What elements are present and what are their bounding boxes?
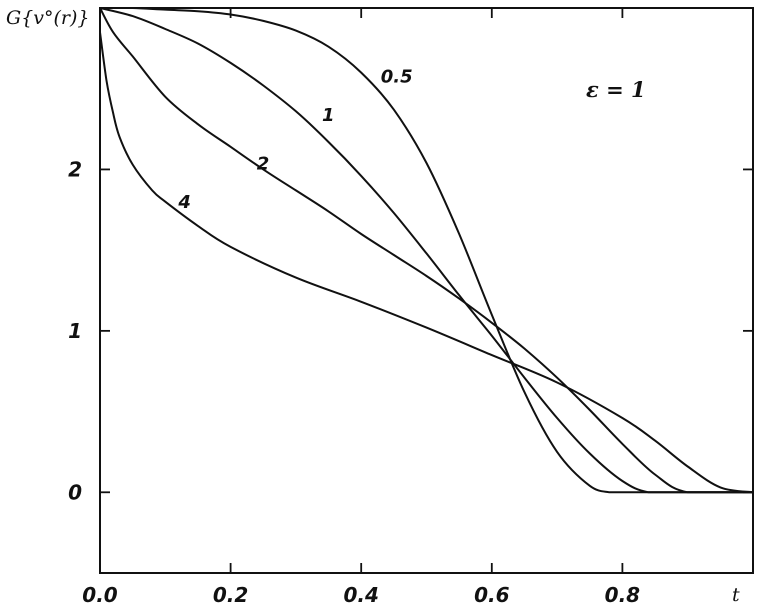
series-line-2 [99, 7, 754, 494]
parameter-annotation: ε = 1 [586, 77, 646, 102]
x-tick-label: 0.2 [213, 583, 248, 607]
series-labels: 0.5 1 2 4 [177, 66, 412, 213]
axis-ticks [99, 8, 754, 573]
axis-tick-labels: 0.0 0.2 0.4 0.6 0.8 0 1 2 [68, 157, 640, 607]
series-label-2: 2 [257, 153, 270, 174]
x-tick-label: 0.4 [343, 583, 378, 607]
series-line-0-5 [99, 6, 754, 494]
plot-area-frame [99, 7, 754, 574]
y-axis-title: G{v°(r)} [6, 7, 90, 29]
x-tick-label: 0.8 [605, 583, 641, 607]
x-tick-label: 0.6 [474, 583, 510, 607]
y-tick-label: 2 [68, 157, 82, 181]
series-line-1 [99, 7, 754, 494]
series-label-4: 4 [177, 192, 191, 213]
y-tick-label: 0 [68, 480, 82, 504]
series-label-1: 1 [322, 105, 335, 126]
series-lines [99, 6, 754, 494]
series-label-0-5: 0.5 [381, 66, 413, 87]
x-axis-title: t [732, 584, 740, 606]
y-tick-label: 1 [68, 319, 82, 343]
series-line-4 [99, 31, 754, 494]
x-tick-label: 0.0 [82, 583, 118, 607]
